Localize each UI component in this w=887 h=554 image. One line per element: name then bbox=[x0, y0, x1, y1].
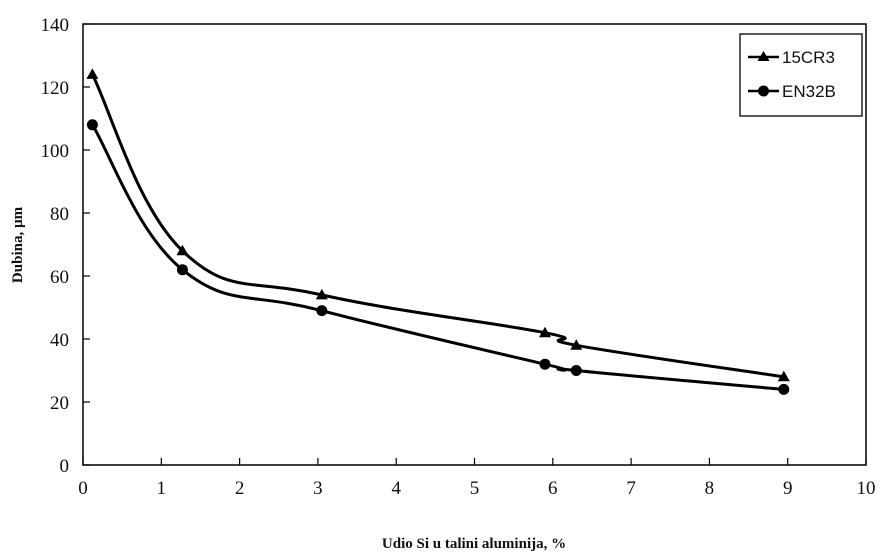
data-point-circle bbox=[86, 119, 98, 131]
legend-marker-triangle bbox=[757, 51, 770, 61]
series-line bbox=[91, 124, 784, 391]
data-point-circle bbox=[778, 383, 790, 395]
data-point-triangle bbox=[176, 244, 189, 256]
series-layer bbox=[86, 68, 790, 395]
x-axis-title: Udio Si u talini aluminija, % bbox=[382, 536, 566, 552]
x-tick-label: 1 bbox=[157, 478, 167, 499]
y-tick-label: 60 bbox=[50, 267, 69, 288]
data-point-circle bbox=[316, 305, 328, 317]
x-axis: 0 1 2 3 4 5 6 7 8 9 10 bbox=[78, 458, 876, 499]
y-tick-label: 80 bbox=[50, 204, 69, 225]
x-tick-label: 3 bbox=[313, 478, 323, 499]
x-tick-label: 6 bbox=[548, 478, 558, 499]
x-tick-label: 10 bbox=[857, 478, 876, 499]
x-tick-label: 5 bbox=[470, 478, 480, 499]
y-tick-label: 140 bbox=[41, 15, 70, 36]
data-point-triangle bbox=[538, 326, 551, 338]
data-point-triangle bbox=[570, 339, 583, 350]
data-point-triangle bbox=[315, 288, 328, 300]
legend-label-en32b: EN32B bbox=[782, 82, 836, 101]
x-tick-label: 7 bbox=[626, 478, 636, 499]
y-axis: 0 20 40 60 80 100 120 140 bbox=[41, 15, 90, 477]
x-tick-label: 9 bbox=[783, 478, 793, 499]
legend-label-15cr3: 15CR3 bbox=[782, 48, 835, 67]
legend: 15CR3 EN32B bbox=[739, 33, 863, 117]
data-point-triangle bbox=[777, 370, 790, 382]
series-line bbox=[91, 73, 785, 379]
data-point-circle bbox=[539, 358, 551, 370]
series-en32b bbox=[86, 119, 790, 395]
data-point-circle bbox=[570, 365, 582, 376]
y-tick-label: 100 bbox=[41, 141, 70, 162]
x-tick-label: 8 bbox=[705, 478, 715, 499]
plot-area bbox=[82, 23, 867, 466]
legend-marker-circle bbox=[758, 85, 769, 97]
y-tick-label: 40 bbox=[50, 330, 69, 351]
data-point-triangle bbox=[86, 68, 99, 79]
legend-box bbox=[739, 33, 863, 117]
y-tick-label: 120 bbox=[41, 78, 70, 99]
data-point-circle bbox=[176, 264, 188, 276]
series-15cr3 bbox=[86, 68, 790, 382]
x-tick-label: 2 bbox=[235, 478, 245, 499]
x-tick-label: 0 bbox=[78, 478, 88, 499]
y-tick-label: 20 bbox=[50, 393, 69, 414]
y-axis-title: Dubina, µm bbox=[10, 206, 26, 283]
x-tick-label: 4 bbox=[391, 478, 401, 499]
y-tick-label: 0 bbox=[60, 456, 70, 477]
